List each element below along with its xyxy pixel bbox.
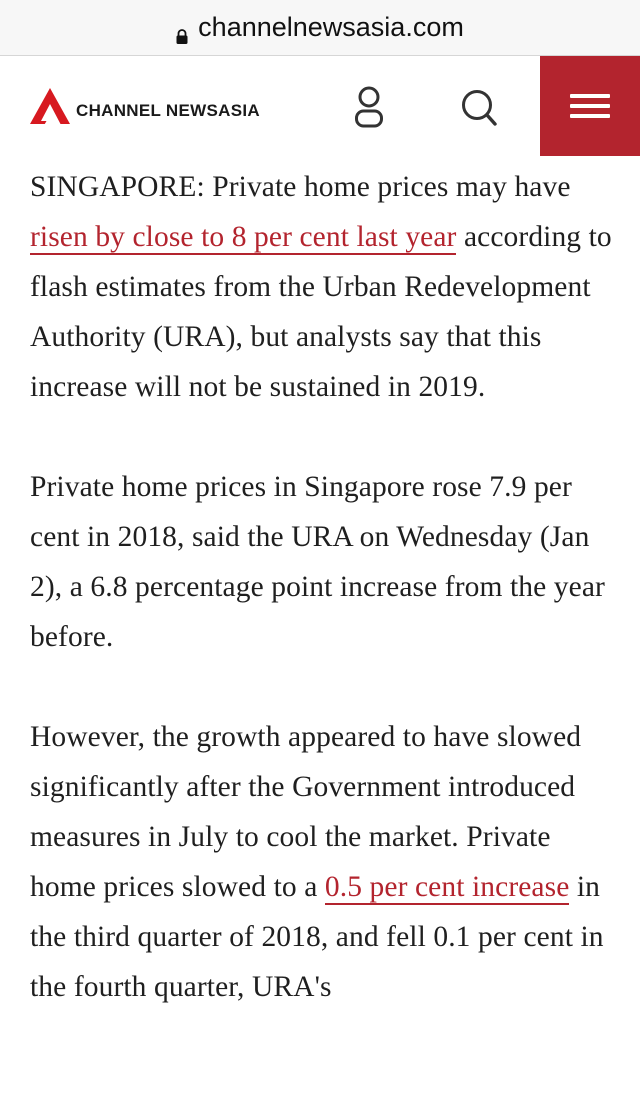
article-link-q3-increase[interactable]: 0.5 per cent increase <box>324 871 570 905</box>
article-link-price-rise[interactable]: risen by close to 8 per cent last year <box>30 221 457 255</box>
search-button[interactable] <box>450 82 508 132</box>
article-paragraph: Private home prices in Singapore rose 7.… <box>30 471 605 653</box>
article-paragraph: SINGAPORE: Private home prices may have … <box>30 171 612 403</box>
address-bar[interactable]: channelnewsasia.com <box>0 0 640 56</box>
user-account-button[interactable] <box>340 82 398 132</box>
search-icon <box>462 90 497 126</box>
article-paragraph: However, the growth appeared to have slo… <box>30 721 604 1003</box>
logo-mark-icon <box>30 88 70 124</box>
lock-icon <box>176 20 188 44</box>
article-body: SINGAPORE: Private home prices may have … <box>30 162 620 1062</box>
logo-text: CHANNEL NEWSASIA <box>76 101 260 120</box>
url-text: channelnewsasia.com <box>198 12 464 42</box>
user-icon <box>355 86 383 128</box>
menu-button[interactable] <box>540 56 640 156</box>
site-header: CHANNEL NEWSASIA <box>0 56 640 156</box>
site-logo[interactable]: CHANNEL NEWSASIA <box>30 88 260 124</box>
